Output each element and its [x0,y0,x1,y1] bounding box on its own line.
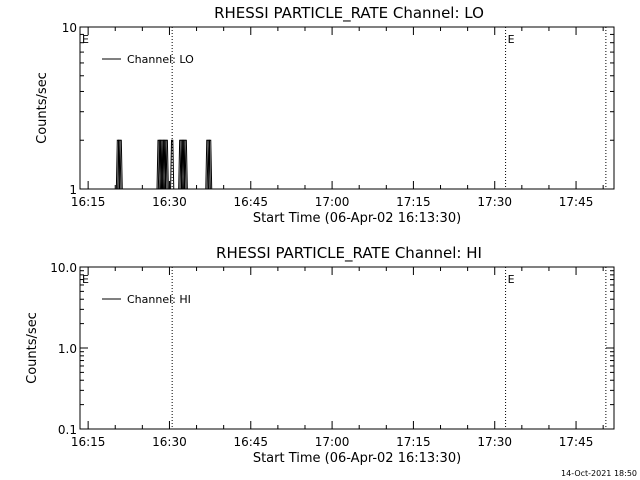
plot-frame [79,266,615,430]
data-point [163,139,168,190]
x-tick-label: 16:45 [233,195,268,209]
event-marker-label: E [82,273,89,286]
y-tick-label: 0.1 [58,423,77,437]
data-point [182,139,187,190]
chart-title: RHESSI PARTICLE_RATE Channel: LO [214,4,484,23]
footer-timestamp: 14-Oct-2021 18:50 [561,469,637,478]
event-marker-label: E [508,33,515,46]
x-tick-label: 17:30 [477,435,512,449]
data-point [117,139,122,190]
x-axis-label: Start Time (06-Apr-02 16:13:30) [253,451,461,466]
data-point [170,139,175,190]
chart-title: RHESSI PARTICLE_RATE Channel: HI [216,244,482,263]
x-axis-label: Start Time (06-Apr-02 16:13:30) [253,211,461,226]
x-tick-label: 17:00 [315,195,350,209]
legend-label: Channel: HI [127,293,191,306]
chart-panel-1: RHESSI PARTICLE_RATE Channel: LO 16:15 16:… [35,4,615,226]
x-tick-label: 17:45 [559,435,594,449]
legend-label: Channel: LO [127,53,194,66]
y-axis-label: Counts/sec [35,72,50,144]
event-marker-label: E [82,33,89,46]
chart-panel-2: RHESSI PARTICLE_RATE Channel: HI 16:15 16:… [25,244,615,466]
x-tick-label: 17:15 [396,195,431,209]
event-marker-label: E [508,273,515,286]
x-tick-label: 17:45 [559,195,594,209]
x-tick-label: 16:30 [152,435,187,449]
x-tick-label: 17:00 [315,435,350,449]
x-tick-label: 17:15 [396,435,431,449]
y-tick-label: 1.0 [58,342,77,356]
y-axis-label: Counts/sec [25,312,40,384]
data-point [118,139,123,190]
x-tick-label: 17:30 [477,195,512,209]
y-tick-label: 10.0 [50,261,77,275]
data-point [164,139,169,190]
plot-frame [79,26,615,190]
data-point [206,139,211,190]
x-tick-label: 16:45 [233,435,268,449]
data-point [208,139,213,190]
x-tick-label: 16:15 [71,435,106,449]
y-tick-label: 1 [69,183,77,197]
data-point [183,139,188,190]
x-tick-label: 16:30 [152,195,187,209]
y-tick-label: 10 [62,21,77,35]
x-tick-label: 16:15 [71,195,106,209]
